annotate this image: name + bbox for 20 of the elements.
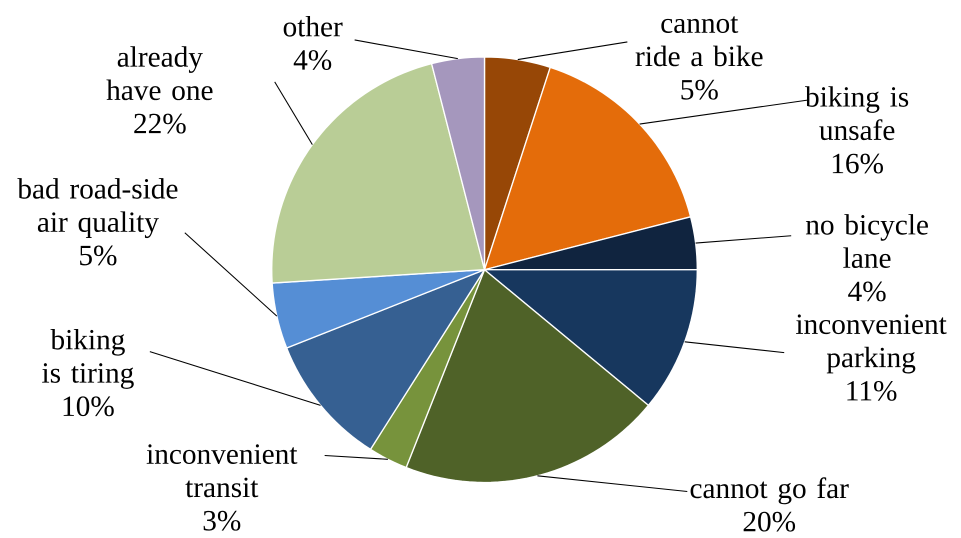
slice-label: no bicycle lane bbox=[806, 214, 928, 268]
slice-label: other bbox=[284, 16, 343, 36]
data-label: 4% bbox=[294, 50, 332, 70]
data-label: 22% bbox=[134, 113, 186, 134]
slice-label: cannot go far bbox=[690, 477, 849, 504]
slice-label: inconvenient transit bbox=[146, 444, 298, 498]
data-label: 5% bbox=[80, 245, 116, 266]
slice-label: biking is tiring bbox=[42, 328, 134, 389]
slice-label: inconvenient parking bbox=[796, 314, 947, 374]
slice-label: bad road-side air quality bbox=[17, 178, 178, 238]
data-label: 16% bbox=[832, 153, 883, 174]
data-label: 10% bbox=[64, 396, 114, 416]
data-label: 20% bbox=[744, 512, 796, 532]
slice-label: already have one bbox=[106, 46, 213, 100]
data-label: 11% bbox=[847, 380, 896, 401]
data-label: 5% bbox=[681, 80, 718, 100]
slice-label: biking is unsafe bbox=[805, 86, 908, 140]
data-label: 4% bbox=[848, 281, 886, 302]
data-label: 3% bbox=[204, 510, 240, 530]
slice-label: cannot ride a bike bbox=[636, 16, 763, 66]
